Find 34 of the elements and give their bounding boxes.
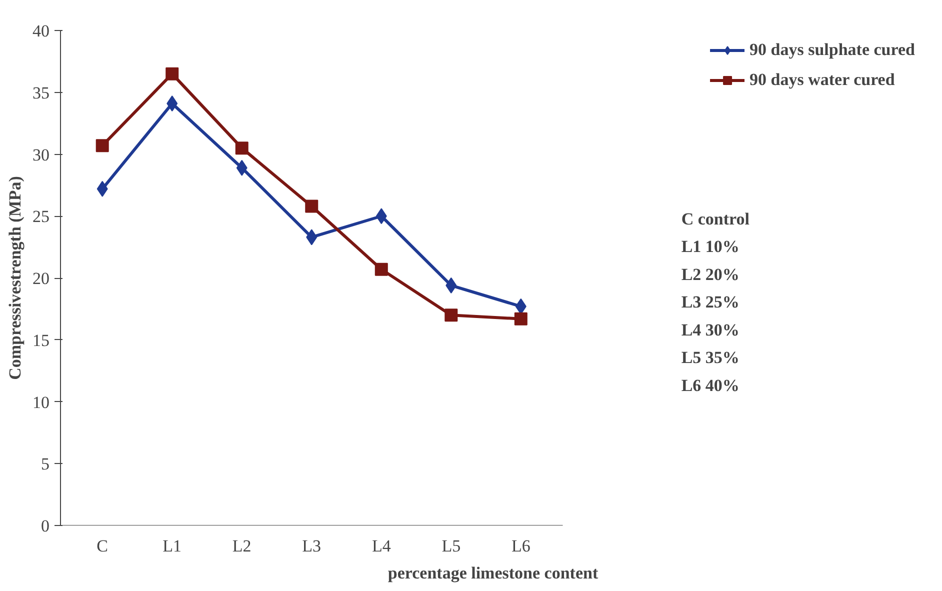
text: L2 20%: [681, 264, 740, 284]
point: [166, 67, 179, 80]
y-axis-title: Compressivestrength (MPa): [6, 176, 24, 380]
y-tick-label: 40: [32, 22, 50, 40]
point: [374, 262, 388, 276]
text: L6 40%: [681, 376, 740, 395]
y-tick-label: 15: [32, 330, 50, 350]
x-tick-label: L4: [372, 536, 392, 556]
y-tick-label: 20: [32, 269, 50, 288]
y-tick-label: 5: [41, 454, 50, 474]
point: [305, 200, 318, 213]
point: [96, 139, 109, 152]
x-tick-label: L5: [442, 536, 461, 556]
y-tick-label: 10: [32, 392, 50, 412]
x-tick-label: C: [96, 536, 108, 556]
x-tick-label: L1: [162, 536, 182, 556]
y-tick-label: 30: [32, 145, 50, 164]
text: C control: [681, 210, 750, 228]
legend-label: 90 days water cured: [750, 70, 895, 90]
text: L4 30%: [681, 320, 740, 340]
point: [514, 312, 528, 326]
x-tick-label: L3: [302, 536, 322, 556]
y-tick-label: 35: [32, 83, 50, 102]
point: [235, 142, 248, 155]
text: L5 35%: [681, 348, 740, 368]
x-axis-title: percentage limestone content: [388, 564, 598, 582]
x-tick-label: L2: [232, 536, 252, 556]
x-tick-label: L6: [511, 536, 530, 556]
text: L1 10%: [681, 237, 740, 256]
point: [444, 308, 458, 322]
text: L3 25%: [681, 292, 740, 312]
y-tick-label: 25: [32, 207, 50, 226]
legend-label: 90 days sulphate cured: [750, 40, 915, 60]
y-tick-label: 0: [41, 516, 50, 536]
